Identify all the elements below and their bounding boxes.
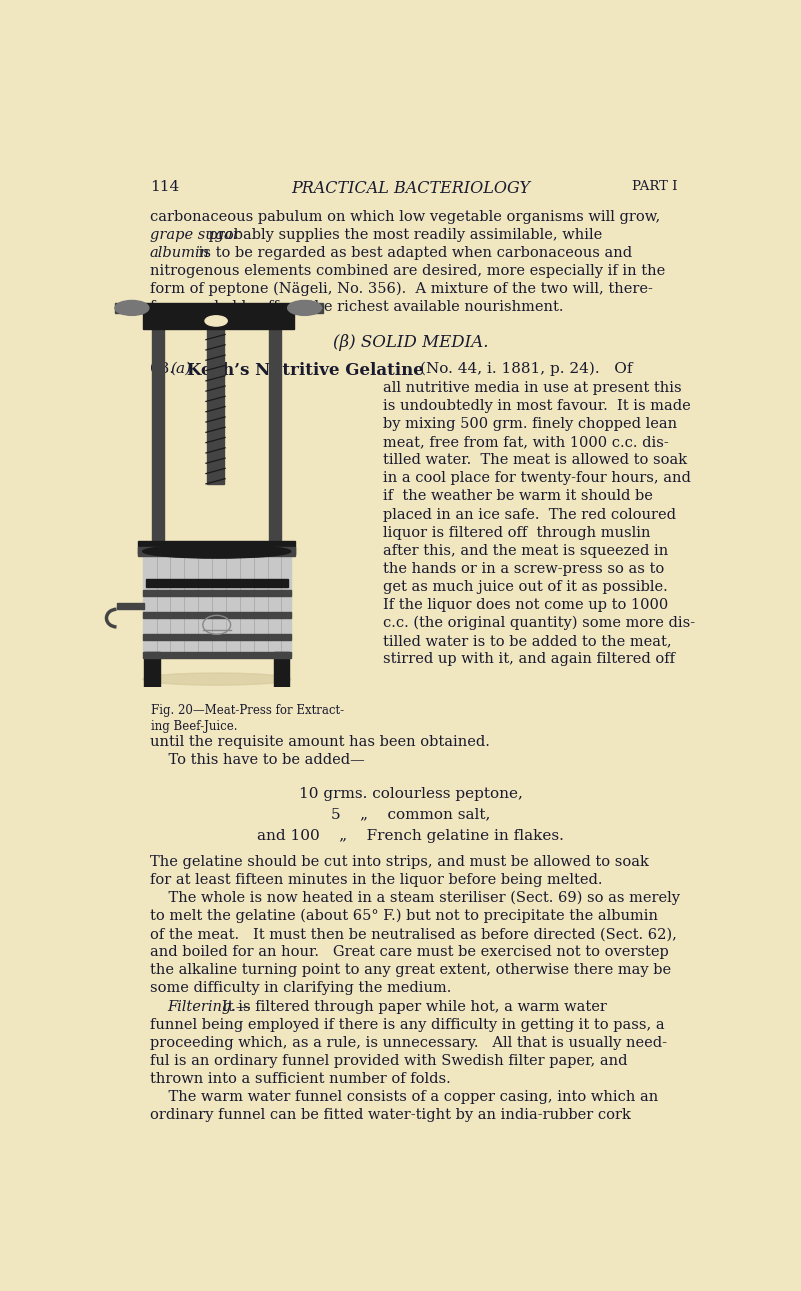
Text: stirred up with it, and again filtered off: stirred up with it, and again filtered o…	[383, 652, 674, 666]
Ellipse shape	[115, 301, 149, 315]
Text: c.c. (the original quantity) some more dis-: c.c. (the original quantity) some more d…	[383, 616, 694, 630]
Text: 10 grms. colourless peptone,: 10 grms. colourless peptone,	[299, 788, 522, 800]
Bar	[138, 547, 296, 555]
Text: the hands or in a screw-press so as to: the hands or in a screw-press so as to	[383, 562, 664, 576]
Bar	[138, 541, 296, 554]
Text: PART I: PART I	[632, 179, 678, 192]
Text: Koch’s Nutritive Gelatine: Koch’s Nutritive Gelatine	[187, 361, 424, 378]
Text: the alkaline turning point to any great extent, otherwise there may be: the alkaline turning point to any great …	[150, 963, 671, 977]
Text: to melt the gelatine (about 65° F.) but not to precipitate the albumin: to melt the gelatine (about 65° F.) but …	[150, 909, 658, 923]
Text: funnel being employed if there is any difficulty in getting it to pass, a: funnel being employed if there is any di…	[150, 1017, 664, 1032]
Bar	[132, 303, 304, 314]
Text: Filtering.—: Filtering.—	[167, 999, 251, 1013]
Text: tilled water.  The meat is allowed to soak: tilled water. The meat is allowed to soa…	[383, 453, 686, 467]
Text: To this have to be added—: To this have to be added—	[150, 753, 364, 767]
Bar	[143, 590, 291, 596]
Text: for at least fifteen minutes in the liquor before being melted.: for at least fifteen minutes in the liqu…	[150, 873, 602, 887]
Text: by mixing 500 grm. finely chopped lean: by mixing 500 grm. finely chopped lean	[383, 417, 677, 431]
Bar	[143, 634, 291, 640]
Text: nitrogenous elements combined are desired, more especially if in the: nitrogenous elements combined are desire…	[150, 263, 665, 278]
Bar	[143, 549, 291, 655]
Text: ing Beef-Juice.: ing Beef-Juice.	[151, 720, 238, 733]
Text: until the requisite amount has been obtained.: until the requisite amount has been obta…	[150, 735, 489, 749]
Ellipse shape	[288, 301, 321, 315]
Text: ful is an ordinary funnel provided with Swedish filter paper, and: ful is an ordinary funnel provided with …	[150, 1053, 627, 1068]
Text: get as much juice out of it as possible.: get as much juice out of it as possible.	[383, 580, 667, 594]
Text: ordinary funnel can be fitted water-tight by an india-rubber cork: ordinary funnel can be fitted water-tigh…	[150, 1108, 630, 1122]
Text: form of peptone (Nägeli, No. 356).  A mixture of the two will, there-: form of peptone (Nägeli, No. 356). A mix…	[150, 281, 653, 297]
Text: (No. 44, i. 1881, p. 24).   Of: (No. 44, i. 1881, p. 24). Of	[420, 361, 632, 376]
Text: If the liquor does not come up to 1000: If the liquor does not come up to 1000	[383, 598, 668, 612]
Text: placed in an ice safe.  The red coloured: placed in an ice safe. The red coloured	[383, 507, 675, 522]
Text: PRACTICAL BACTERIOLOGY: PRACTICAL BACTERIOLOGY	[291, 179, 530, 196]
Bar	[115, 303, 134, 314]
Bar	[304, 303, 323, 314]
Text: probably supplies the most readily assimilable, while: probably supplies the most readily assim…	[203, 227, 602, 241]
Bar	[146, 580, 288, 587]
Text: The gelatine should be cut into strips, and must be allowed to soak: The gelatine should be cut into strips, …	[150, 855, 649, 869]
Text: The warm water funnel consists of a copper casing, into which an: The warm water funnel consists of a copp…	[150, 1090, 658, 1104]
Text: fore, probably afford the richest available nourishment.: fore, probably afford the richest availa…	[150, 300, 563, 314]
Bar	[143, 652, 291, 658]
Text: (β) SOLID MEDIA.: (β) SOLID MEDIA.	[332, 334, 489, 351]
Text: is to be regarded as best adapted when carbonaceous and: is to be regarded as best adapted when c…	[195, 245, 633, 259]
Bar	[143, 312, 294, 329]
Text: in a cool place for twenty-four hours, and: in a cool place for twenty-four hours, a…	[383, 471, 690, 485]
Bar	[152, 311, 163, 546]
Bar	[143, 612, 291, 618]
Text: albumin: albumin	[150, 245, 210, 259]
Text: (a): (a)	[171, 361, 191, 376]
Ellipse shape	[205, 316, 227, 327]
Bar	[207, 311, 224, 484]
Ellipse shape	[143, 673, 291, 686]
Bar	[144, 652, 159, 687]
Text: after this, and the meat is squeezed in: after this, and the meat is squeezed in	[383, 544, 668, 558]
Text: liquor is filtered off  through muslin: liquor is filtered off through muslin	[383, 525, 650, 540]
Text: meat, free from fat, with 1000 c.c. dis-: meat, free from fat, with 1000 c.c. dis-	[383, 435, 668, 449]
Text: proceeding which, as a rule, is unnecessary.   All that is usually need-: proceeding which, as a rule, is unnecess…	[150, 1035, 666, 1050]
Text: Fig. 20—Meat-Press for Extract-: Fig. 20—Meat-Press for Extract-	[151, 704, 344, 717]
Text: and 100    „    French gelatine in flakes.: and 100 „ French gelatine in flakes.	[257, 829, 564, 843]
Text: 63.: 63.	[150, 361, 174, 376]
Bar	[269, 311, 281, 546]
Text: thrown into a sufficient number of folds.: thrown into a sufficient number of folds…	[150, 1072, 450, 1086]
Text: if  the weather be warm it should be: if the weather be warm it should be	[383, 489, 653, 503]
Bar	[116, 603, 144, 608]
Text: is undoubtedly in most favour.  It is made: is undoubtedly in most favour. It is mad…	[383, 399, 690, 413]
Bar	[274, 652, 289, 687]
Text: all nutritive media in use at present this: all nutritive media in use at present th…	[383, 381, 681, 395]
Text: 114: 114	[150, 179, 179, 194]
Text: It is filtered through paper while hot, a warm water: It is filtered through paper while hot, …	[222, 999, 606, 1013]
Text: The whole is now heated in a steam steriliser (Sect. 69) so as merely: The whole is now heated in a steam steri…	[150, 891, 680, 905]
Text: carbonaceous pabulum on which low vegetable organisms will grow,: carbonaceous pabulum on which low vegeta…	[150, 209, 660, 223]
Text: 5    „    common salt,: 5 „ common salt,	[331, 808, 490, 822]
Text: some difficulty in clarifying the medium.: some difficulty in clarifying the medium…	[150, 981, 451, 995]
Text: tilled water is to be added to the meat,: tilled water is to be added to the meat,	[383, 634, 671, 648]
Text: grape sugar: grape sugar	[150, 227, 239, 241]
Ellipse shape	[143, 545, 291, 558]
Text: and boiled for an hour.   Great care must be exercised not to overstep: and boiled for an hour. Great care must …	[150, 945, 669, 959]
Text: of the meat.   It must then be neutralised as before directed (Sect. 62),: of the meat. It must then be neutralised…	[150, 927, 677, 941]
